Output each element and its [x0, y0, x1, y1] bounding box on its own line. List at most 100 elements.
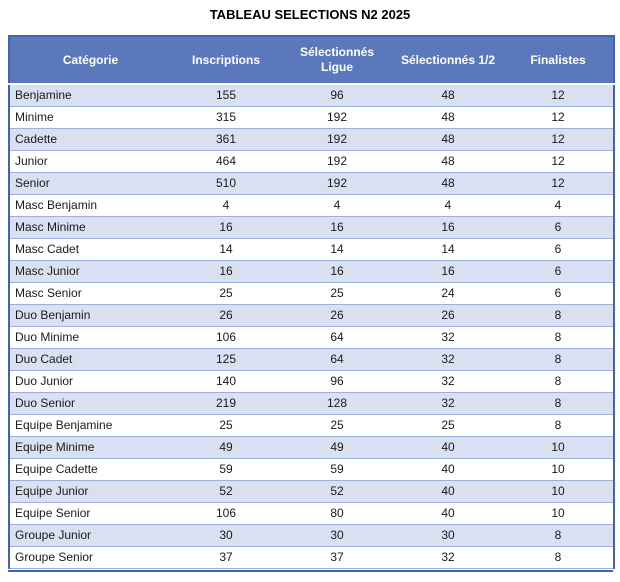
table-row: Benjamine 155 96 48 12 — [9, 83, 614, 107]
value-cell: 30 — [171, 524, 281, 547]
value-cell: 16 — [171, 216, 281, 239]
value-cell: 8 — [503, 304, 614, 327]
value-cell: 8 — [503, 326, 614, 349]
value-cell: 192 — [281, 106, 393, 129]
category-cell: Minime — [9, 106, 171, 129]
category-cell: Equipe Senior — [9, 502, 171, 525]
table-header: Catégorie Inscriptions Sélectionnés Ligu… — [9, 36, 614, 85]
value-cell: 361 — [171, 128, 281, 151]
value-cell: 106 — [171, 502, 281, 525]
value-cell: 8 — [503, 392, 614, 415]
table-row: Masc Senior 25 25 24 6 — [9, 282, 614, 305]
category-cell: Cadette — [9, 128, 171, 151]
value-cell: 128 — [281, 392, 393, 415]
table-row: Masc Cadet 14 14 14 6 — [9, 238, 614, 261]
category-cell: Senior — [9, 172, 171, 195]
value-cell: 12 — [503, 128, 614, 151]
table-row: Equipe Junior 52 52 40 10 — [9, 480, 614, 503]
table-bottom-border — [8, 570, 613, 572]
value-cell: 6 — [503, 238, 614, 261]
value-cell: 26 — [171, 304, 281, 327]
value-cell: 64 — [281, 326, 393, 349]
category-cell: Equipe Junior — [9, 480, 171, 503]
table-row: Groupe Junior 30 30 30 8 — [9, 524, 614, 547]
value-cell: 155 — [171, 83, 281, 107]
table-row: Duo Senior 219 128 32 8 — [9, 392, 614, 415]
value-cell: 12 — [503, 106, 614, 129]
table-row: Duo Minime 106 64 32 8 — [9, 326, 614, 349]
category-cell: Duo Junior — [9, 370, 171, 393]
category-cell: Duo Benjamin — [9, 304, 171, 327]
value-cell: 25 — [281, 414, 393, 437]
value-cell: 26 — [281, 304, 393, 327]
value-cell: 140 — [171, 370, 281, 393]
category-cell: Duo Minime — [9, 326, 171, 349]
value-cell: 40 — [393, 458, 503, 481]
value-cell: 464 — [171, 150, 281, 173]
value-cell: 192 — [281, 150, 393, 173]
header-finalistes: Finalistes — [503, 36, 614, 85]
category-cell: Duo Senior — [9, 392, 171, 415]
table-row: Duo Junior 140 96 32 8 — [9, 370, 614, 393]
value-cell: 37 — [281, 546, 393, 569]
table-row: Masc Minime 16 16 16 6 — [9, 216, 614, 239]
value-cell: 59 — [281, 458, 393, 481]
table-row: Junior 464 192 48 12 — [9, 150, 614, 173]
category-cell: Duo Cadet — [9, 348, 171, 371]
value-cell: 16 — [171, 260, 281, 283]
value-cell: 48 — [393, 172, 503, 195]
value-cell: 8 — [503, 348, 614, 371]
value-cell: 510 — [171, 172, 281, 195]
value-cell: 14 — [393, 238, 503, 261]
value-cell: 59 — [171, 458, 281, 481]
category-cell: Masc Senior — [9, 282, 171, 305]
value-cell: 52 — [171, 480, 281, 503]
value-cell: 32 — [393, 326, 503, 349]
table-row: Equipe Senior 106 80 40 10 — [9, 502, 614, 525]
value-cell: 48 — [393, 106, 503, 129]
value-cell: 25 — [171, 282, 281, 305]
value-cell: 14 — [281, 238, 393, 261]
value-cell: 8 — [503, 524, 614, 547]
value-cell: 40 — [393, 480, 503, 503]
table-row: Equipe Cadette 59 59 40 10 — [9, 458, 614, 481]
value-cell: 4 — [393, 194, 503, 217]
value-cell: 16 — [393, 260, 503, 283]
value-cell: 40 — [393, 502, 503, 525]
value-cell: 16 — [281, 216, 393, 239]
header-inscriptions: Inscriptions — [171, 36, 281, 85]
value-cell: 52 — [281, 480, 393, 503]
table-body: Benjamine 155 96 48 12 Minime 315 192 48 12 Cadett… — [9, 83, 614, 569]
header-categorie: Catégorie — [9, 36, 171, 85]
table-row: Masc Benjamin 4 4 4 4 — [9, 194, 614, 217]
value-cell: 25 — [393, 414, 503, 437]
value-cell: 12 — [503, 150, 614, 173]
value-cell: 192 — [281, 128, 393, 151]
header-row: Catégorie Inscriptions Sélectionnés Ligu… — [9, 36, 614, 85]
value-cell: 10 — [503, 480, 614, 503]
value-cell: 4 — [503, 194, 614, 217]
category-cell: Junior — [9, 150, 171, 173]
header-selectionnes-ligue: Sélectionnés Ligue — [281, 36, 393, 85]
value-cell: 12 — [503, 83, 614, 107]
table-row: Senior 510 192 48 12 — [9, 172, 614, 195]
value-cell: 12 — [503, 172, 614, 195]
value-cell: 219 — [171, 392, 281, 415]
category-cell: Equipe Minime — [9, 436, 171, 459]
category-cell: Masc Junior — [9, 260, 171, 283]
value-cell: 315 — [171, 106, 281, 129]
value-cell: 32 — [393, 348, 503, 371]
value-cell: 6 — [503, 282, 614, 305]
value-cell: 96 — [281, 370, 393, 393]
category-cell: Masc Benjamin — [9, 194, 171, 217]
value-cell: 49 — [281, 436, 393, 459]
selections-table-container: Catégorie Inscriptions Sélectionnés Ligu… — [8, 35, 615, 572]
value-cell: 32 — [393, 392, 503, 415]
value-cell: 6 — [503, 216, 614, 239]
value-cell: 14 — [171, 238, 281, 261]
value-cell: 8 — [503, 546, 614, 569]
value-cell: 125 — [171, 348, 281, 371]
category-cell: Groupe Junior — [9, 524, 171, 547]
value-cell: 64 — [281, 348, 393, 371]
header-selectionnes-demi: Sélectionnés 1/2 — [393, 36, 503, 85]
